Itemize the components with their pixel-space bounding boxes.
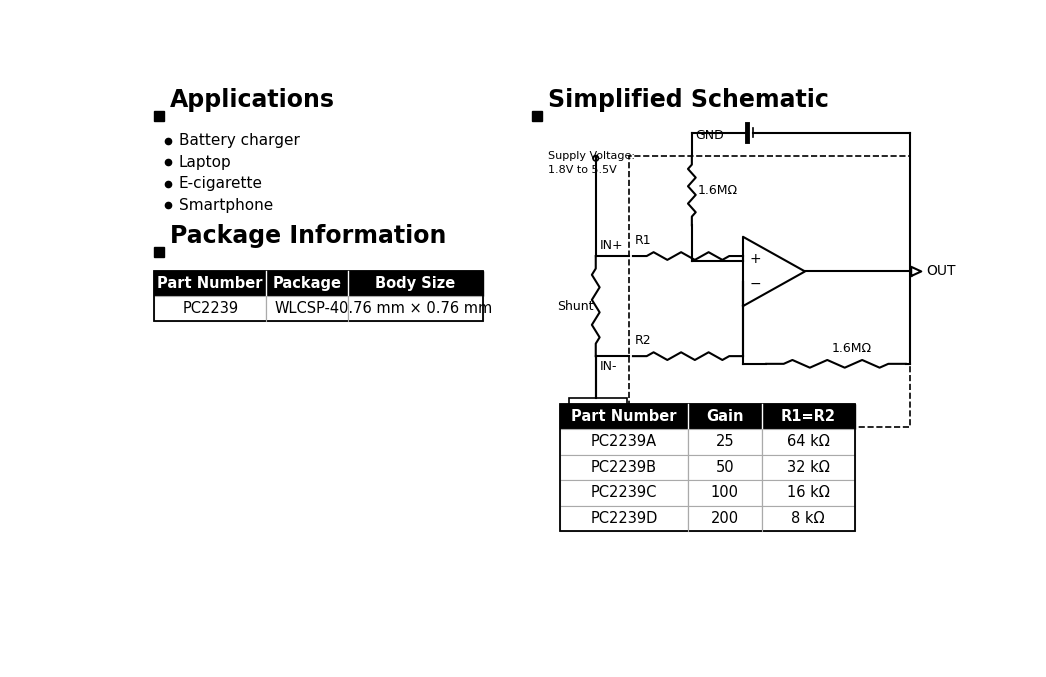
Bar [560,404,688,429]
Text: GND: GND [696,129,725,142]
Bar [761,506,855,531]
Text: IN+: IN+ [599,239,623,252]
Text: IN-: IN- [599,360,617,373]
Bar [532,111,542,121]
Bar [154,111,164,121]
Bar [761,480,855,506]
Bar [629,156,910,427]
Text: Battery charger: Battery charger [179,133,299,148]
Bar [569,399,627,433]
Text: OUT: OUT [926,265,955,278]
Bar [560,480,688,506]
Text: 25: 25 [715,435,734,450]
Bar [347,296,483,321]
Bar [560,506,688,531]
Bar [154,247,164,257]
Text: Part Number: Part Number [158,276,263,291]
Text: 50: 50 [715,460,734,475]
Text: R2: R2 [635,334,651,347]
Text: PC2239B: PC2239B [591,460,657,475]
Bar [347,271,483,296]
Bar [688,455,761,480]
Bar [154,271,483,321]
Text: +: + [749,253,760,267]
Bar [761,455,855,480]
Text: Part Number: Part Number [571,409,677,424]
Text: R1=R2: R1=R2 [780,409,836,424]
Bar [267,271,347,296]
Bar [688,404,761,429]
Text: E-cigarette: E-cigarette [179,176,263,191]
Text: 8 kΩ: 8 kΩ [792,510,825,526]
Bar [154,296,267,321]
Bar [688,429,761,455]
Text: 64 kΩ: 64 kΩ [787,435,829,450]
Text: Load: Load [583,410,613,422]
Text: 32 kΩ: 32 kΩ [787,460,829,475]
Text: Simplified Schematic: Simplified Schematic [548,88,829,112]
Text: Supply Voltage:
1.8V to 5.5V: Supply Voltage: 1.8V to 5.5V [548,152,635,175]
Bar [154,271,267,296]
Text: Body Size: Body Size [376,276,456,291]
Text: Smartphone: Smartphone [179,198,273,213]
Bar [267,296,347,321]
Bar [560,429,688,455]
Bar [761,429,855,455]
Bar [688,480,761,506]
Text: R1: R1 [635,234,651,247]
Text: PC2239A: PC2239A [591,435,657,450]
Text: 16 kΩ: 16 kΩ [787,485,829,500]
Text: PC2239C: PC2239C [591,485,657,500]
Text: WLCSP-4: WLCSP-4 [274,301,340,316]
Text: 200: 200 [710,510,738,526]
Text: Applications: Applications [170,88,336,112]
Bar [688,506,761,531]
Text: Gain: Gain [706,409,744,424]
Text: 1.6MΩ: 1.6MΩ [832,343,871,355]
Text: 0.76 mm × 0.76 mm: 0.76 mm × 0.76 mm [339,301,493,316]
Text: PC2239D: PC2239D [590,510,658,526]
Text: 100: 100 [711,485,738,500]
Text: −: − [749,276,760,290]
Bar [761,404,855,429]
Bar [560,404,855,531]
Text: Package Information: Package Information [170,223,447,248]
Text: PC2239: PC2239 [182,301,238,316]
Text: Shunt: Shunt [558,300,593,313]
Text: 1.6MΩ: 1.6MΩ [698,184,738,197]
Bar [560,455,688,480]
Text: Package: Package [273,276,342,291]
Text: Laptop: Laptop [179,154,231,170]
